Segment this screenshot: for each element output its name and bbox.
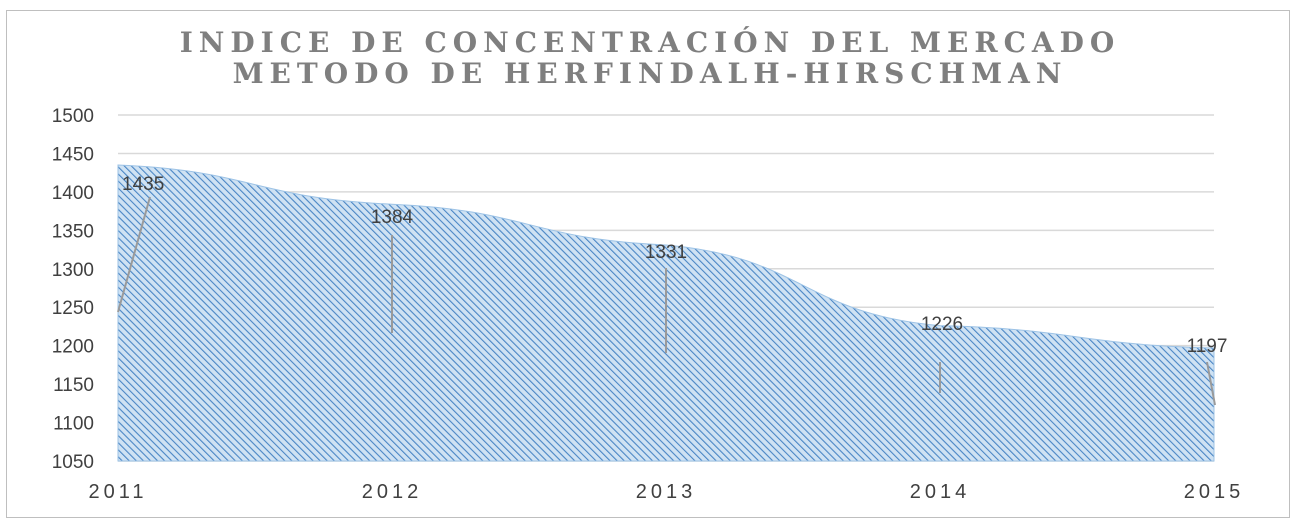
x-tick-label: 2013 bbox=[636, 481, 697, 503]
data-label: 1226 bbox=[921, 314, 963, 335]
y-tick-label: 1300 bbox=[52, 260, 94, 281]
x-tick-label: 2014 bbox=[910, 481, 971, 503]
y-tick-label: 1400 bbox=[52, 183, 94, 204]
y-tick-label: 1050 bbox=[52, 452, 94, 473]
label-leader-lines bbox=[117, 196, 1216, 406]
x-tick-label: 2012 bbox=[362, 481, 423, 503]
y-tick-label: 1450 bbox=[52, 144, 94, 165]
y-tick-label: 1500 bbox=[52, 106, 94, 127]
leader-line bbox=[117, 196, 151, 313]
y-tick-label: 1250 bbox=[52, 298, 94, 319]
data-label: 1384 bbox=[371, 207, 414, 228]
chart-title: INDICE DE CONCENTRACIÓN DEL MERCADO bbox=[179, 26, 1121, 59]
data-label: 1331 bbox=[645, 242, 687, 263]
y-axis: 1050 1100 1150 1200 1250 1300 1350 1400 1450 1500 bbox=[52, 106, 94, 473]
data-labels: 1435 1384 1331 1226 1197 bbox=[122, 174, 1227, 357]
y-tick-label: 1150 bbox=[53, 375, 94, 396]
y-tick-label: 1350 bbox=[52, 221, 94, 242]
x-tick-label: 2015 bbox=[1184, 481, 1245, 503]
data-label: 1435 bbox=[122, 174, 164, 195]
x-axis: 2011 2012 2013 2014 2015 bbox=[88, 481, 1245, 503]
y-tick-label: 1100 bbox=[53, 414, 94, 435]
leader-line bbox=[1206, 361, 1216, 406]
data-label: 1197 bbox=[1187, 336, 1228, 357]
x-tick-label: 2011 bbox=[88, 481, 147, 503]
chart-subtitle: METODO DE HERFINDALH-HIRSCHMAN bbox=[232, 57, 1068, 90]
y-tick-label: 1200 bbox=[52, 337, 94, 358]
